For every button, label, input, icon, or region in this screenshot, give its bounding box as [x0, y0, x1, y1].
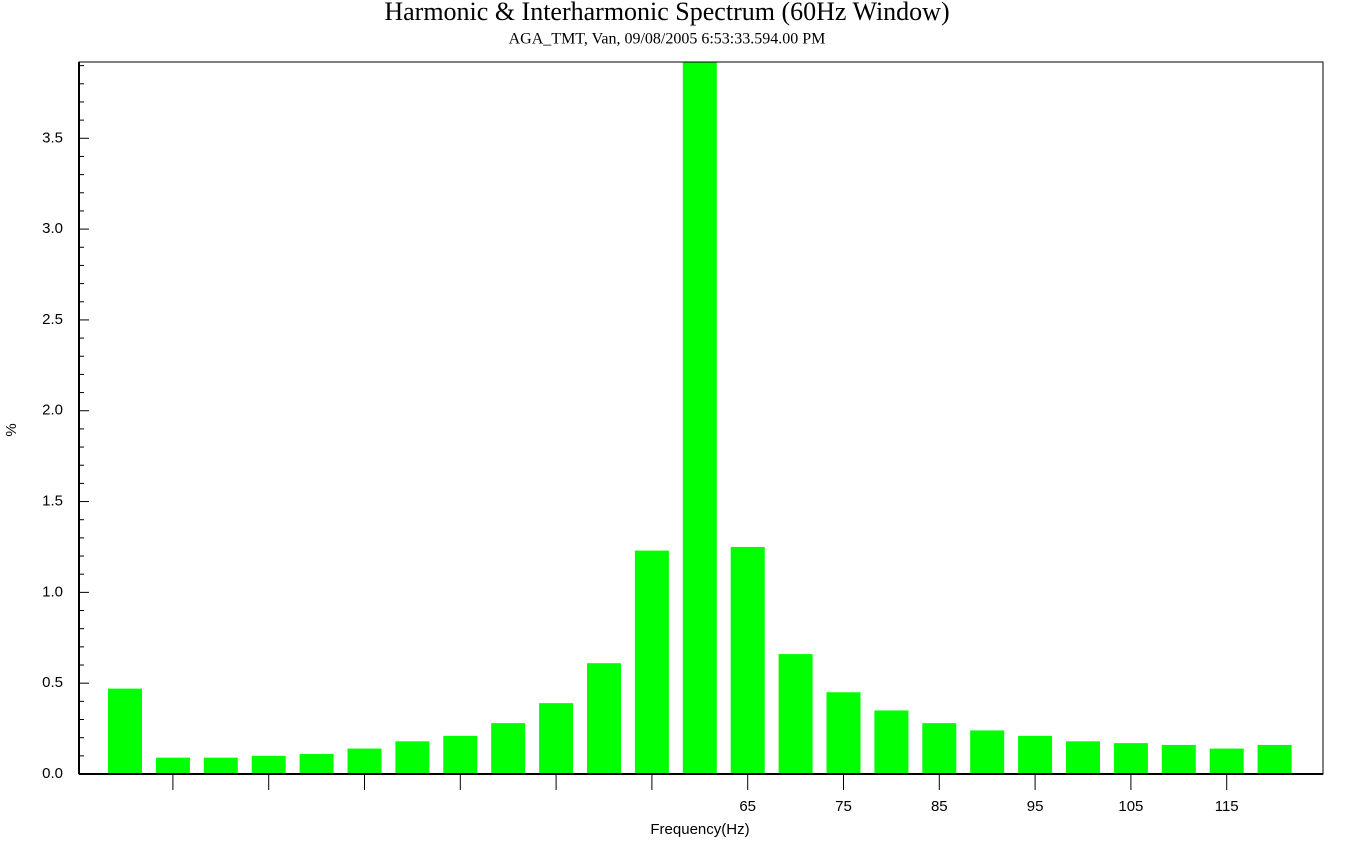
y-axis-label: %: [3, 423, 20, 436]
x-tick-label: 105: [1118, 798, 1143, 815]
bar: [970, 730, 1005, 774]
bar: [1066, 741, 1100, 774]
bar: [251, 755, 286, 774]
chart-subtitle: AGA_TMT, Van, 09/08/2005 6:53:33.594.00 …: [509, 31, 826, 48]
bar: [1257, 744, 1292, 774]
x-tick-label: 75: [835, 798, 852, 815]
y-tick-label: 2.0: [42, 402, 63, 419]
x-tick-label: 95: [1027, 798, 1044, 815]
y-tick-label: 1.0: [42, 583, 63, 600]
bar: [203, 757, 238, 774]
bar: [730, 546, 765, 774]
bar: [395, 741, 430, 774]
bar: [1113, 743, 1148, 774]
bar: [922, 723, 957, 774]
x-tick-label: 115: [1215, 798, 1239, 815]
bar: [634, 550, 669, 774]
bar: [682, 62, 717, 774]
bar: [491, 723, 526, 774]
bar: [1209, 748, 1244, 774]
y-tick-label: 0.0: [42, 765, 63, 782]
bar: [1161, 744, 1196, 774]
bar: [874, 710, 909, 774]
y-tick-label: 3.5: [42, 129, 63, 146]
y-tick-label: 2.5: [42, 311, 63, 328]
bar: [826, 692, 861, 774]
bar: [443, 735, 478, 774]
bar: [587, 663, 621, 774]
bar: [347, 748, 382, 774]
x-axis-label: Frequency(Hz): [650, 821, 749, 838]
x-tick-label: 85: [931, 798, 948, 815]
bar: [155, 757, 190, 774]
y-tick-label: 1.5: [42, 493, 63, 510]
bar: [539, 703, 574, 774]
y-tick-label: 3.0: [42, 220, 63, 237]
y-tick-label: 0.5: [42, 674, 63, 691]
bar: [108, 688, 142, 774]
x-tick-label: 65: [739, 798, 756, 815]
bar: [778, 654, 813, 774]
bar: [1018, 735, 1053, 774]
chart-title: Harmonic & Interharmonic Spectrum (60Hz …: [384, 0, 949, 26]
bar: [299, 754, 334, 774]
